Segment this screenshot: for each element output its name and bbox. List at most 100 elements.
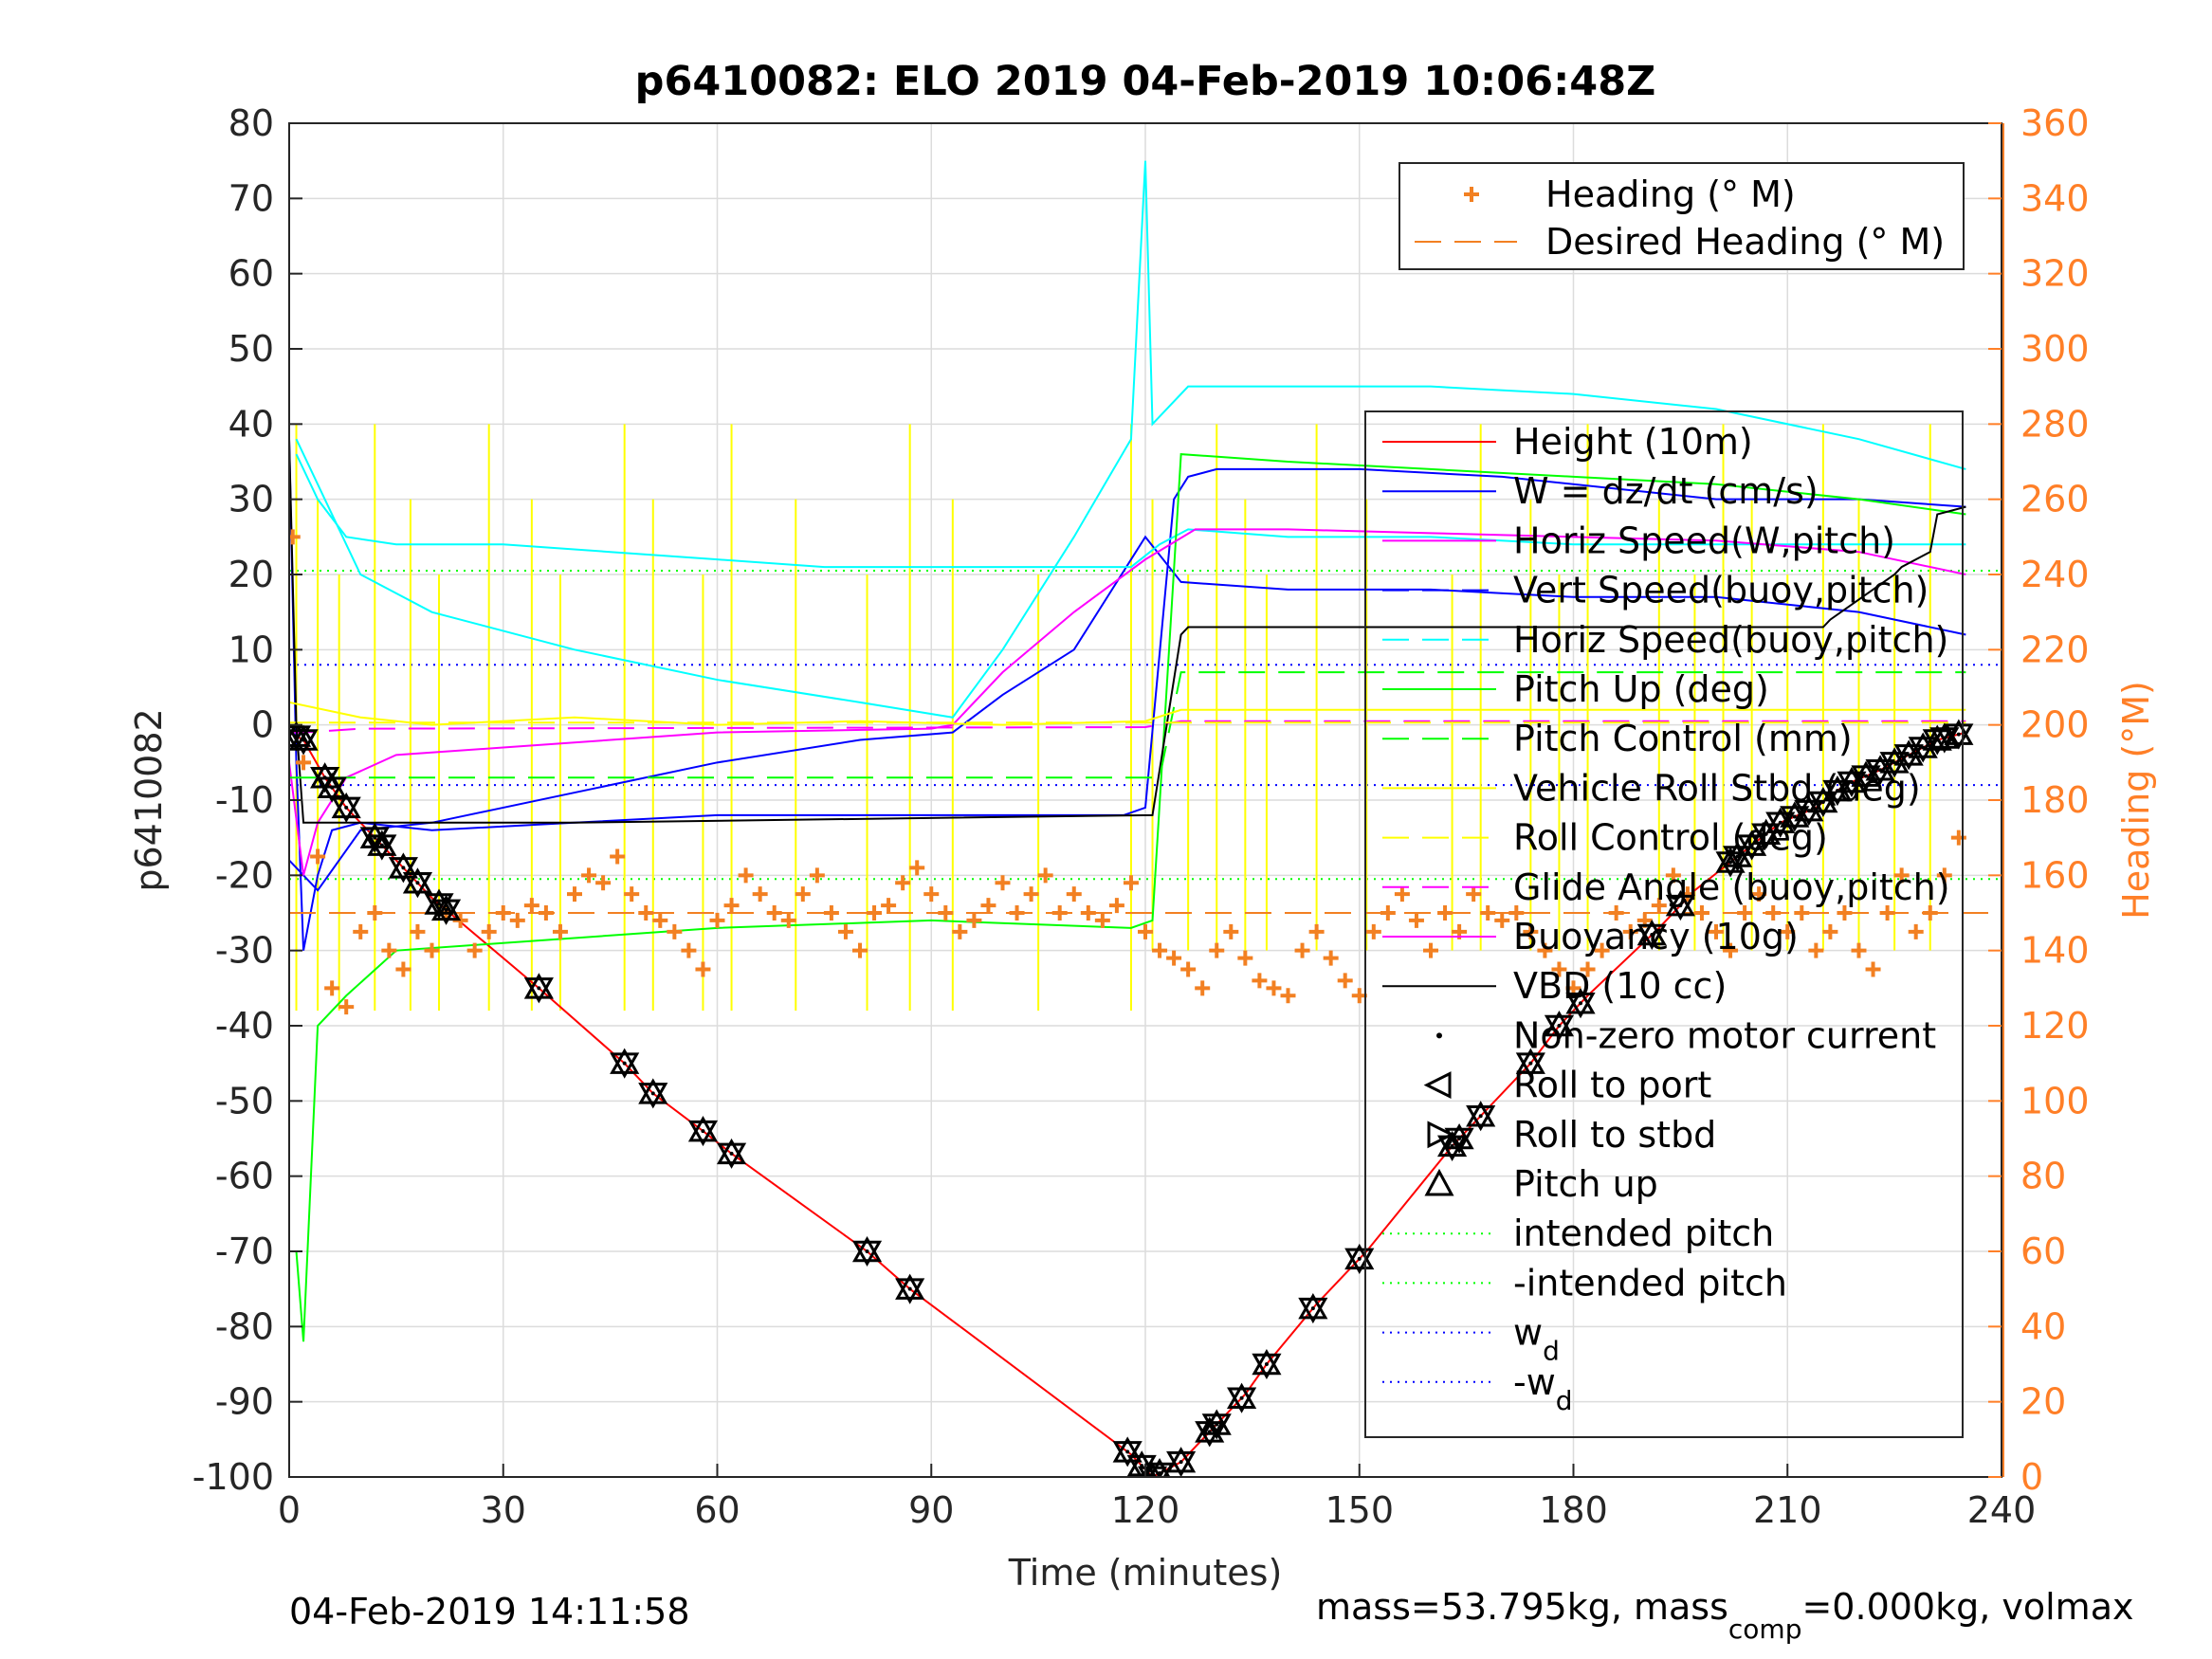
heading-point — [552, 923, 568, 939]
pitch-up-marker — [1148, 1458, 1171, 1477]
roll-marker — [1715, 851, 1746, 878]
heading-point — [395, 961, 411, 977]
y-right-tick-label: 0 — [2020, 1456, 2043, 1498]
y-ticks: 80 70 60 50 40 30 20 10 0 -10 -20 -30 -40 -50 -60 -70 -8… — [192, 102, 302, 1498]
y-tick-label: 10 — [229, 629, 274, 670]
roll-marker — [1929, 727, 1960, 754]
heading-point — [324, 980, 340, 996]
motor-current-dot — [1728, 860, 1733, 865]
heading-point — [296, 755, 312, 771]
legend-label-sub: d — [1556, 1385, 1573, 1416]
series-line — [295, 452, 1966, 1342]
heading-point — [809, 867, 825, 884]
motor-current-dot — [1792, 814, 1797, 819]
legend-label: Height (10m) — [1513, 421, 1753, 463]
legend-label: Heading (° M) — [1545, 173, 1796, 215]
motor-current-dot — [622, 1061, 627, 1066]
marker-group — [289, 719, 1974, 1477]
motor-current-dot — [537, 986, 541, 991]
pitch-up-marker — [1227, 1382, 1257, 1409]
heading-point — [1780, 923, 1796, 939]
legend-label: Pitch Control (mm) — [1513, 718, 1853, 759]
y-tick-label: -100 — [192, 1456, 274, 1498]
roll-marker — [402, 872, 433, 899]
roll-marker — [1137, 1466, 1168, 1477]
pitch-up-marker — [1444, 1122, 1474, 1150]
heading-point — [338, 999, 355, 1015]
x-tick-label: 240 — [1967, 1489, 2037, 1531]
motor-current-dot — [907, 1286, 912, 1291]
motor-current-dot — [1239, 1395, 1244, 1400]
heading-point — [1023, 886, 1039, 902]
pitch-up-marker — [1636, 919, 1667, 946]
heading-point — [1622, 923, 1638, 939]
pitch-up-marker — [289, 724, 319, 751]
heading-point — [738, 867, 754, 884]
y-tick-label: 30 — [229, 479, 274, 520]
heading-point — [1508, 905, 1525, 921]
heading-point — [1195, 980, 1211, 996]
y-right-tick-label: 240 — [2020, 554, 2090, 595]
y-right-tick-label: 180 — [2020, 779, 2090, 821]
heading-point — [1437, 905, 1453, 921]
pitch-up-marker — [1944, 719, 1974, 745]
roll-marker — [1737, 834, 1767, 861]
y-tick-label: -70 — [215, 1231, 274, 1272]
y-right-tick-label: 200 — [2020, 704, 2090, 746]
heading-point — [652, 912, 668, 928]
legend-label: -intended pitch — [1513, 1262, 1787, 1304]
roll-marker — [851, 1240, 883, 1267]
y-right-tick-label: 160 — [2020, 854, 2090, 896]
roll-marker — [1780, 806, 1810, 832]
heading-point — [938, 905, 954, 921]
legend-label: Horiz Speed(W,pitch) — [1513, 520, 1895, 561]
heading-point — [667, 923, 683, 939]
heading-point — [837, 923, 853, 939]
motor-current-dot — [1215, 1422, 1219, 1427]
motor-current-dot — [437, 902, 442, 906]
pitch-up-marker — [1715, 847, 1746, 873]
motor-current-dot — [1179, 1460, 1183, 1465]
legend-heading: Heading (° M) Desired Heading (° M) — [1398, 162, 1965, 270]
pitch-up-marker — [424, 888, 454, 915]
roll-marker — [367, 834, 397, 861]
motor-current-dot — [1557, 1024, 1562, 1028]
heading-point — [1394, 886, 1410, 902]
roll-marker — [289, 725, 312, 752]
heading-point — [1751, 886, 1767, 902]
y-tick-label: -10 — [215, 779, 274, 821]
motor-current-dot — [302, 738, 306, 742]
pitch-up-marker — [1298, 1293, 1328, 1320]
roll-marker — [1665, 894, 1695, 921]
heading-point — [1580, 961, 1596, 977]
heading-point — [1308, 923, 1325, 939]
motor-current-dot — [379, 843, 384, 848]
legend-label: Vert Speed(buoy,pitch) — [1513, 570, 1929, 611]
heading-point — [1337, 973, 1353, 989]
motor-current-dot — [1125, 1449, 1130, 1454]
roll-marker — [331, 796, 361, 823]
legend-swatch — [1464, 187, 1479, 202]
heading-point — [353, 923, 369, 939]
y-tick-label: 0 — [251, 704, 274, 746]
heading-point — [1908, 923, 1924, 939]
y-tick-label: 50 — [229, 328, 274, 370]
y-right-tick-label: 280 — [2020, 403, 2090, 445]
heading-point — [709, 912, 725, 928]
series-line — [289, 701, 1966, 726]
legend-label: Vehicle Roll Stbd (deg) — [1513, 767, 1921, 809]
y-tick-label: -50 — [215, 1080, 274, 1121]
heading-point — [1066, 886, 1082, 902]
legend-label: Pitch Up (deg) — [1513, 668, 1769, 710]
heading-point — [1737, 905, 1753, 921]
heading-point — [1080, 905, 1096, 921]
legend-label: Roll to stbd — [1513, 1114, 1716, 1156]
roll-marker — [1922, 729, 1952, 756]
heading-point — [795, 886, 811, 902]
heading-point — [1365, 923, 1381, 939]
series-group — [289, 160, 1966, 1477]
roll-marker — [1851, 765, 1881, 792]
heading-point — [1665, 867, 1681, 884]
legend-label-sub: d — [1543, 1336, 1560, 1367]
pitch-up-marker — [1879, 747, 1910, 774]
